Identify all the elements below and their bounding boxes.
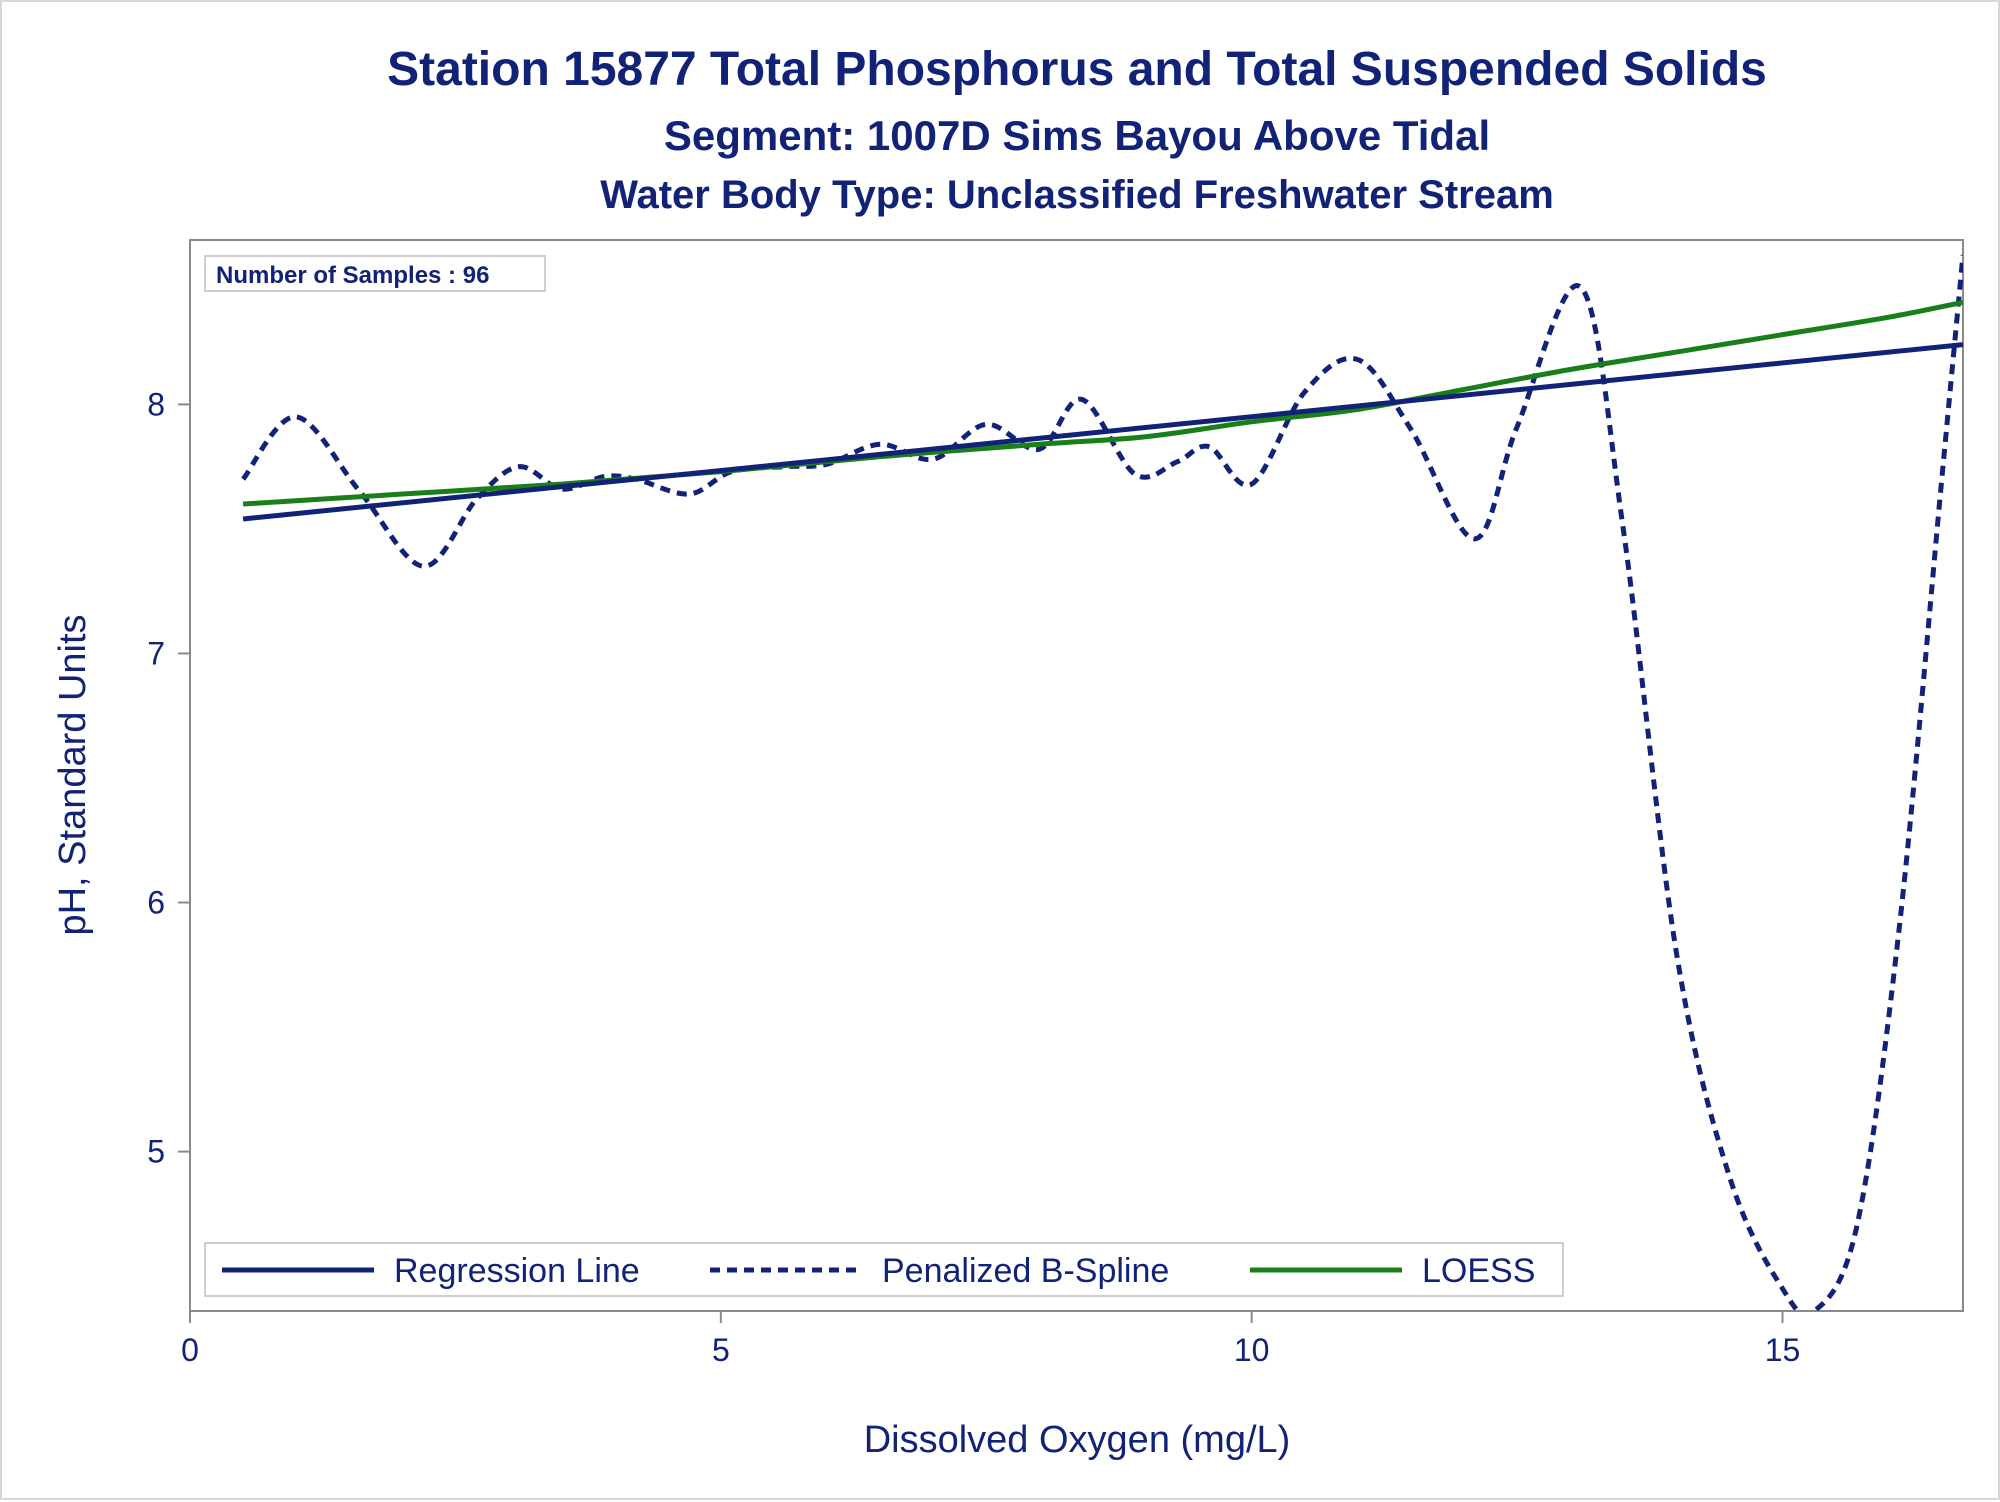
legend: Regression Line Penalized B-Spline LOESS	[204, 1242, 1564, 1297]
chart-subtitle-waterbody: Water Body Type: Unclassified Freshwater…	[600, 173, 1554, 217]
legend-regression-label: Regression Line	[394, 1252, 640, 1290]
sample-count-inset: Number of Samples : 96	[204, 255, 546, 292]
x-axis: 0 5 10 15	[181, 1311, 1800, 1368]
penalized-bspline-line	[241, 254, 1963, 1311]
y-tick-label: 8	[147, 386, 165, 422]
legend-loess-label: LOESS	[1422, 1252, 1535, 1290]
y-tick-label: 6	[147, 885, 165, 921]
sample-count-text: Number of Samples : 96	[216, 262, 489, 289]
y-axis: 5 6 7 8	[147, 386, 190, 1170]
series-layer	[241, 254, 1963, 1311]
y-tick-label: 5	[147, 1134, 165, 1170]
chart-subtitle-segment: Segment: 1007D Sims Bayou Above Tidal	[664, 112, 1490, 159]
sample-count-box	[204, 255, 546, 292]
x-tick-label: 10	[1234, 1332, 1270, 1368]
x-tick-label: 5	[712, 1332, 730, 1368]
legend-penalized-bspline-label: Penalized B-Spline	[882, 1252, 1169, 1290]
y-tick-label: 7	[147, 635, 165, 671]
y-axis-label: pH, Standard Units	[52, 614, 94, 935]
x-tick-label: 15	[1765, 1332, 1801, 1368]
loess-line	[242, 299, 1963, 507]
regression-line	[242, 342, 1963, 522]
x-tick-label: 0	[181, 1332, 199, 1368]
x-axis-label: Dissolved Oxygen (mg/L)	[864, 1419, 1291, 1461]
chart-title: Station 15877 Total Phosphorus and Total…	[387, 43, 1767, 96]
plot-area	[189, 239, 1964, 1312]
